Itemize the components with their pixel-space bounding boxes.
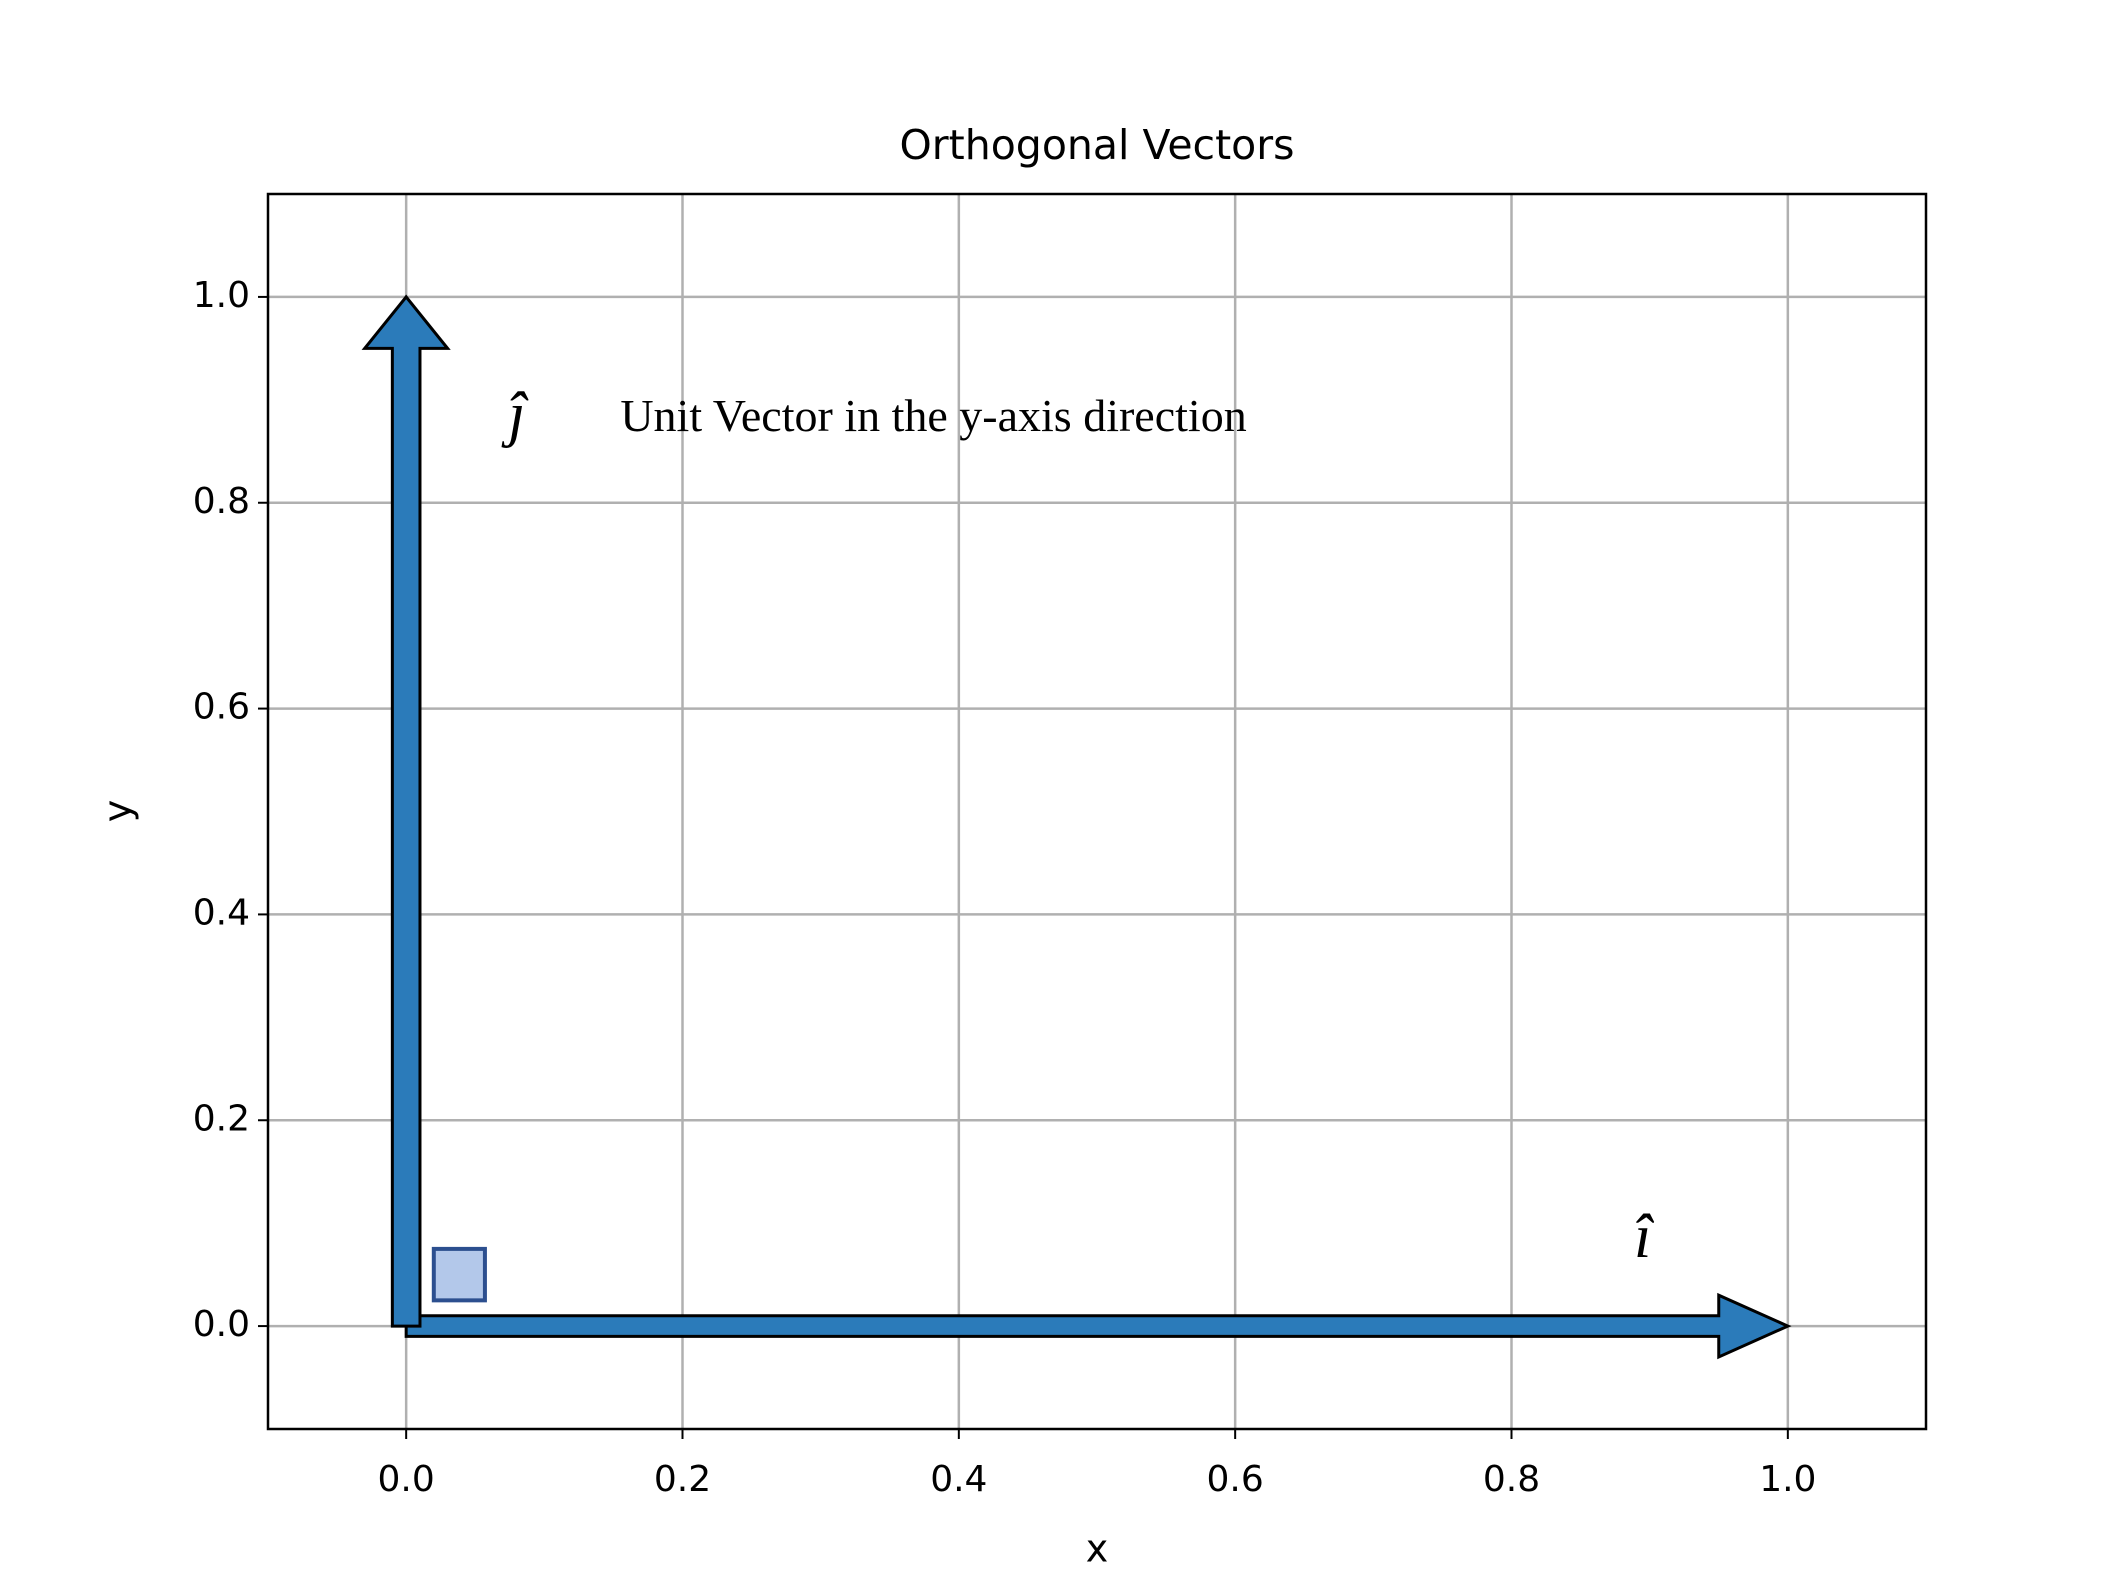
vector-label: î bbox=[1634, 1203, 1654, 1271]
vector-arrow bbox=[404, 1292, 1792, 1360]
x-tick-label: 0.4 bbox=[930, 1459, 987, 1500]
chart-title: Orthogonal Vectors bbox=[900, 121, 1295, 169]
y-tick-label: 0.4 bbox=[193, 892, 250, 933]
y-tick-label: 0.2 bbox=[193, 1098, 250, 1139]
y-tick-label: 0.0 bbox=[193, 1304, 250, 1345]
right-angle-marker bbox=[431, 1246, 487, 1303]
x-tick-label: 0.2 bbox=[654, 1459, 711, 1500]
vector-arrow bbox=[361, 294, 451, 1328]
x-tick-label: 0.6 bbox=[1207, 1459, 1264, 1500]
y-tick-label: 0.8 bbox=[193, 481, 250, 522]
y-axis-label: y bbox=[96, 800, 140, 823]
vector-label: ĵ bbox=[501, 381, 529, 449]
x-tick-label: 0.8 bbox=[1483, 1459, 1540, 1500]
x-tick-label: 0.0 bbox=[378, 1459, 435, 1500]
y-tick-label: 0.6 bbox=[193, 687, 250, 728]
x-axis-label: x bbox=[1086, 1527, 1109, 1571]
axes-frame bbox=[266, 192, 1928, 1431]
annotation: Unit Vector in the y-axis direction bbox=[620, 390, 1246, 441]
x-tick-label: 1.0 bbox=[1759, 1459, 1816, 1500]
y-tick-label: 1.0 bbox=[193, 275, 250, 316]
